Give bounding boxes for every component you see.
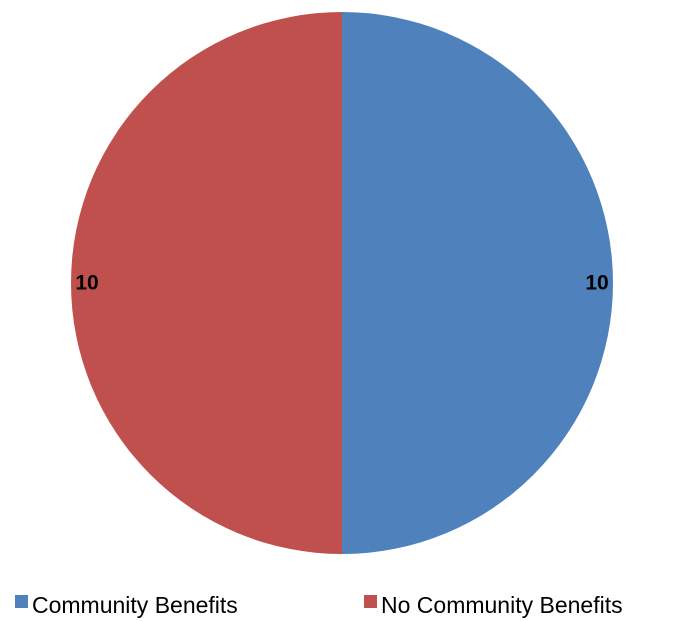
data-label-2: 10 [75,272,98,295]
legend-label-2: No Community Benefits [381,592,623,618]
legend-swatch-1 [15,595,28,608]
legend-label-1: Community Benefits [32,592,238,618]
legend: Community Benefits No Community Benefits [15,592,623,618]
pie-slice-2 [71,12,342,554]
data-labels: 10 10 [75,272,608,295]
pie-slices [71,12,613,554]
legend-item-1: Community Benefits [15,592,238,618]
pie-slice-1 [342,12,613,554]
legend-item-2: No Community Benefits [364,592,623,618]
data-label-1: 10 [585,272,608,295]
legend-swatch-2 [364,595,377,608]
